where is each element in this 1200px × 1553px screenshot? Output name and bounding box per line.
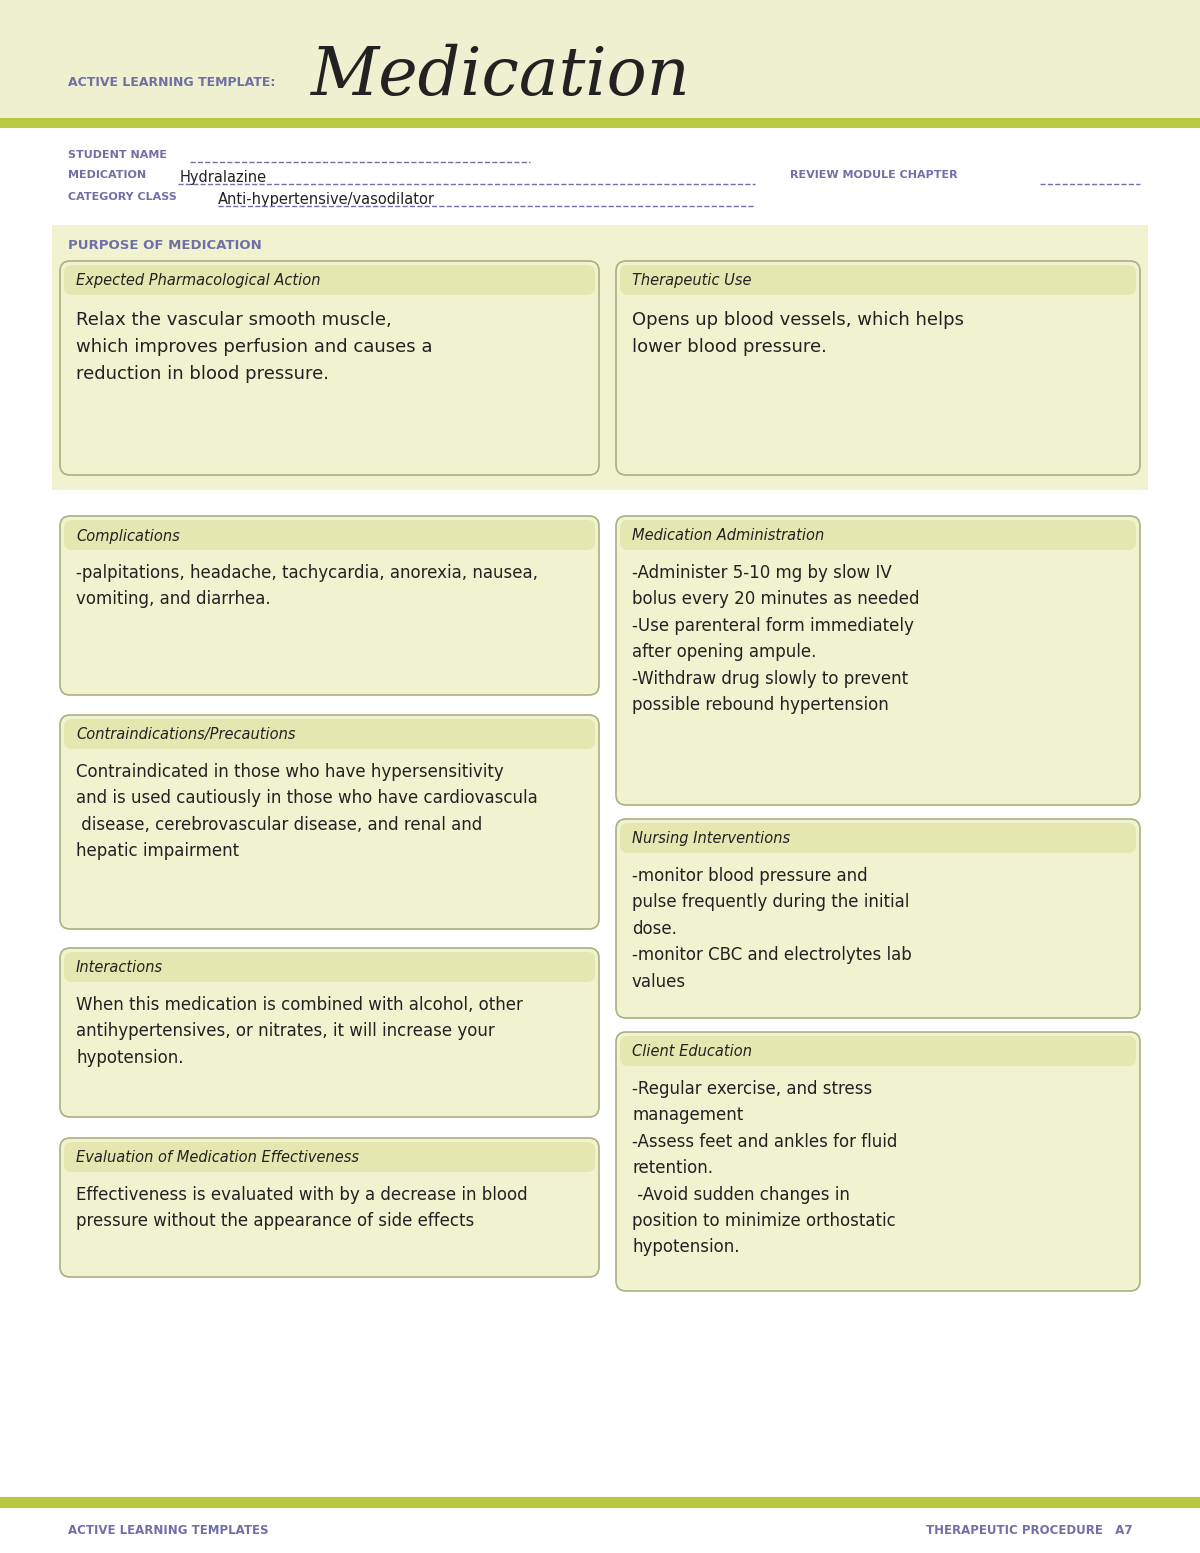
Text: PURPOSE OF MEDICATION: PURPOSE OF MEDICATION [68, 239, 262, 252]
FancyBboxPatch shape [616, 516, 1140, 804]
Text: Nursing Interventions: Nursing Interventions [632, 831, 790, 846]
Text: Medication: Medication [310, 43, 690, 109]
FancyBboxPatch shape [620, 520, 1136, 550]
FancyBboxPatch shape [64, 952, 595, 981]
FancyBboxPatch shape [60, 261, 599, 475]
Text: Expected Pharmacological Action: Expected Pharmacological Action [76, 273, 320, 289]
Text: THERAPEUTIC PROCEDURE   A7: THERAPEUTIC PROCEDURE A7 [925, 1523, 1132, 1536]
FancyBboxPatch shape [64, 719, 595, 749]
Text: -palpitations, headache, tachycardia, anorexia, nausea,
vomiting, and diarrhea.: -palpitations, headache, tachycardia, an… [76, 564, 538, 609]
FancyBboxPatch shape [60, 714, 599, 929]
FancyBboxPatch shape [620, 266, 1136, 295]
Text: Anti-hypertensive/vasodilator: Anti-hypertensive/vasodilator [218, 193, 436, 207]
Text: Therapeutic Use: Therapeutic Use [632, 273, 751, 289]
Text: -Administer 5-10 mg by slow IV
bolus every 20 minutes as needed
-Use parenteral : -Administer 5-10 mg by slow IV bolus eve… [632, 564, 919, 714]
Text: Complications: Complications [76, 528, 180, 544]
FancyBboxPatch shape [60, 947, 599, 1117]
Text: CATEGORY CLASS: CATEGORY CLASS [68, 193, 176, 202]
FancyBboxPatch shape [64, 266, 595, 295]
Text: Evaluation of Medication Effectiveness: Evaluation of Medication Effectiveness [76, 1151, 359, 1165]
Text: Hydralazine: Hydralazine [180, 169, 268, 185]
FancyBboxPatch shape [0, 118, 1200, 127]
FancyBboxPatch shape [64, 520, 595, 550]
Text: MEDICATION: MEDICATION [68, 169, 146, 180]
Text: -monitor blood pressure and
pulse frequently during the initial
dose.
-monitor C: -monitor blood pressure and pulse freque… [632, 867, 912, 991]
FancyBboxPatch shape [60, 1138, 599, 1277]
FancyBboxPatch shape [616, 261, 1140, 475]
FancyBboxPatch shape [60, 516, 599, 696]
FancyBboxPatch shape [64, 1141, 595, 1173]
FancyBboxPatch shape [616, 1033, 1140, 1291]
FancyBboxPatch shape [620, 823, 1136, 853]
Text: Interactions: Interactions [76, 960, 163, 975]
Text: Client Education: Client Education [632, 1045, 752, 1059]
Text: When this medication is combined with alcohol, other
antihypertensives, or nitra: When this medication is combined with al… [76, 995, 523, 1067]
FancyBboxPatch shape [0, 0, 1200, 118]
Text: Effectiveness is evaluated with by a decrease in blood
pressure without the appe: Effectiveness is evaluated with by a dec… [76, 1186, 528, 1230]
Text: Opens up blood vessels, which helps
lower blood pressure.: Opens up blood vessels, which helps lowe… [632, 311, 964, 356]
Text: Contraindicated in those who have hypersensitivity
and is used cautiously in tho: Contraindicated in those who have hypers… [76, 763, 538, 860]
FancyBboxPatch shape [620, 1036, 1136, 1065]
FancyBboxPatch shape [52, 225, 1148, 491]
Text: -Regular exercise, and stress
management
-Assess feet and ankles for fluid
reten: -Regular exercise, and stress management… [632, 1079, 898, 1256]
Text: Medication Administration: Medication Administration [632, 528, 824, 544]
Text: Contraindications/Precautions: Contraindications/Precautions [76, 727, 295, 742]
FancyBboxPatch shape [616, 818, 1140, 1019]
Text: Relax the vascular smooth muscle,
which improves perfusion and causes a
reductio: Relax the vascular smooth muscle, which … [76, 311, 432, 384]
Text: REVIEW MODULE CHAPTER: REVIEW MODULE CHAPTER [790, 169, 958, 180]
Text: ACTIVE LEARNING TEMPLATES: ACTIVE LEARNING TEMPLATES [68, 1523, 269, 1536]
Text: STUDENT NAME: STUDENT NAME [68, 151, 167, 160]
Text: ACTIVE LEARNING TEMPLATE:: ACTIVE LEARNING TEMPLATE: [68, 76, 275, 89]
